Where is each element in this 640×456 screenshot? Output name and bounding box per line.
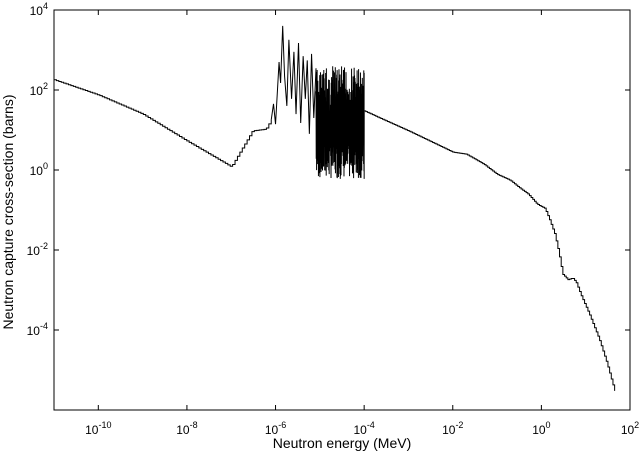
x-tick-label: 10-10 (85, 420, 111, 437)
x-axis-title: Neutron energy (MeV) (273, 435, 412, 451)
x-tick-label: 102 (621, 420, 639, 437)
y-tick-label: 102 (30, 81, 48, 98)
y-tick-label: 104 (30, 1, 48, 18)
y-tick-label: 10-2 (27, 241, 48, 258)
x-tick-label: 10-8 (176, 420, 197, 437)
x-tick-label: 100 (532, 420, 550, 437)
y-axis-title: Neutron capture cross-section (barns) (0, 95, 16, 330)
series-line-unresolved-resonances (315, 66, 365, 179)
series-line-fast (364, 110, 616, 391)
y-tick-label: 100 (30, 161, 48, 178)
y-axis-ticks: 10-4 10-2 100 102 104 (27, 1, 630, 338)
series-line-thermal (54, 79, 272, 167)
x-axis-ticks: 10-10 10-8 10-6 10-4 10-2 100 102 (85, 10, 639, 437)
x-tick-label: 10-6 (265, 420, 286, 437)
plot-frame (53, 9, 631, 411)
x-tick-label: 10-4 (353, 420, 374, 437)
series-line-resonances (270, 25, 317, 134)
series-layer (54, 25, 616, 391)
x-tick-label: 10-2 (442, 420, 463, 437)
y-tick-label: 10-4 (27, 321, 48, 338)
